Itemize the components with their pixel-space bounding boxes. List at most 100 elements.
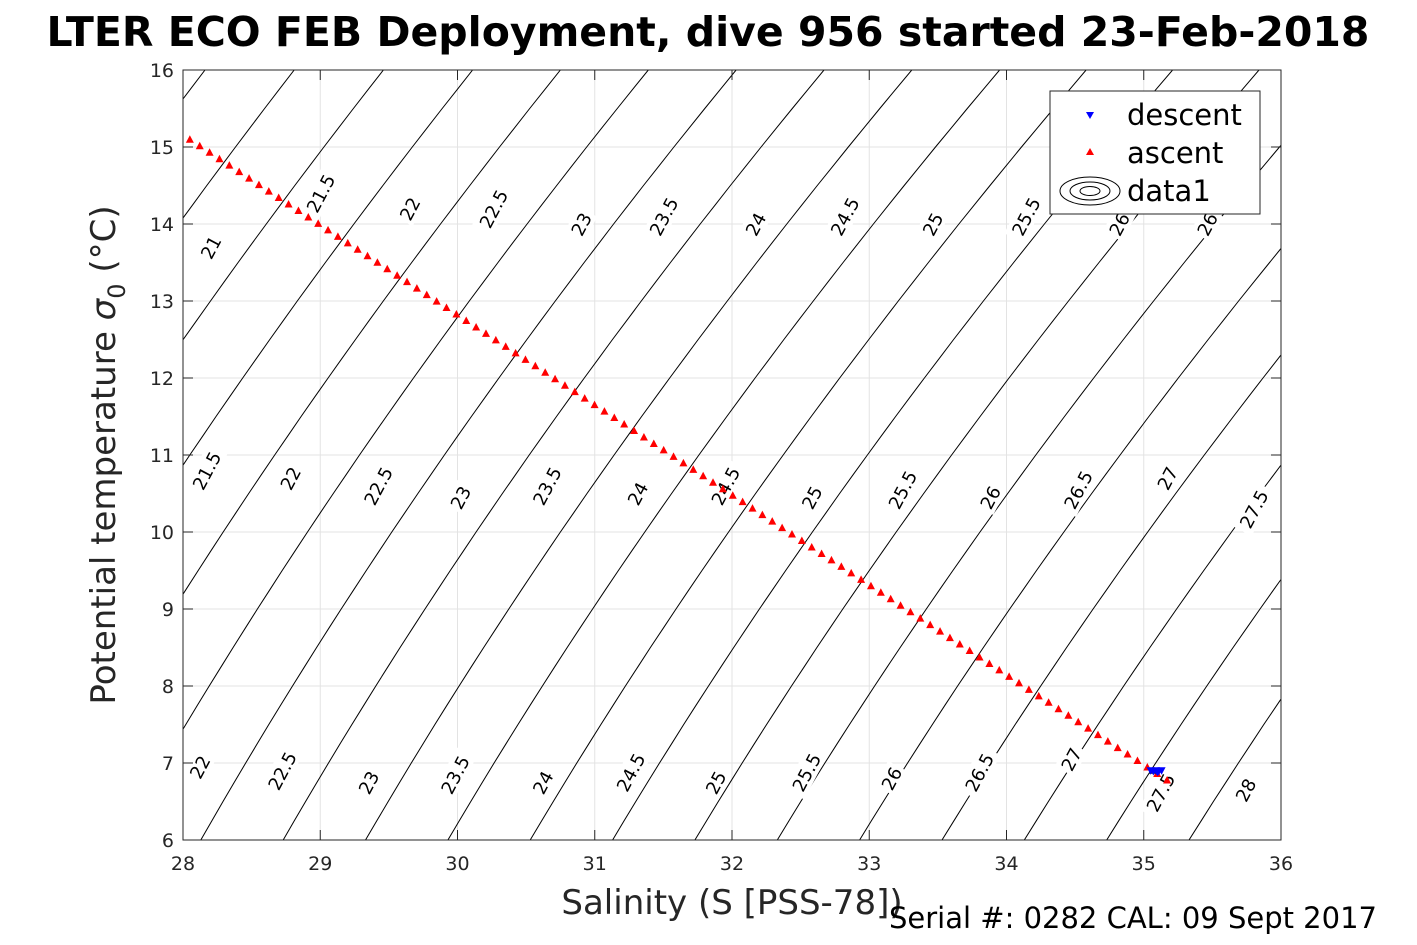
contour-label: 25 <box>795 479 828 515</box>
ascent-point <box>728 491 737 499</box>
contour-label: 21.5 <box>184 443 228 498</box>
contour-label-bg <box>739 206 772 242</box>
contour-line <box>183 70 649 731</box>
x-tick-label: 36 <box>1269 853 1293 875</box>
legend-descent-label: descent <box>1127 98 1242 132</box>
serial-cal-text: Serial #: 0282 CAL: 09 Sept 2017 <box>889 901 1377 935</box>
ascent-point <box>679 458 688 467</box>
y-tick-label: 10 <box>150 522 174 544</box>
ascent-point <box>245 174 254 182</box>
contour-label-bg <box>1190 206 1224 242</box>
contour-label-bg <box>1138 765 1182 820</box>
ascent-point <box>955 640 964 648</box>
contour-label-bg <box>1229 772 1262 808</box>
y-tick-label: 11 <box>150 445 174 467</box>
ascent-point <box>758 510 767 519</box>
contour-label: 22.5 <box>356 458 400 514</box>
contour-label-text: 26 <box>878 764 907 794</box>
contour-label: 25 <box>916 206 949 242</box>
ascent-point <box>531 361 540 370</box>
ascent-point <box>807 542 816 551</box>
contour-line <box>1023 464 1281 840</box>
contour-label: 23 <box>352 764 385 800</box>
x-tick-label: 35 <box>1132 853 1156 875</box>
contour-label: 25 <box>699 764 732 800</box>
contour-label-text: 26 <box>977 483 1006 513</box>
contour-label: 22 <box>183 749 216 785</box>
contour-line <box>365 70 913 840</box>
contour-label-bg <box>703 458 747 514</box>
contour-line <box>1106 578 1281 840</box>
ascent-point <box>709 478 718 486</box>
ascent-point <box>945 633 954 642</box>
contour-label-bg <box>194 229 227 265</box>
contour-label-bg <box>183 749 216 785</box>
legend-data1-label: data1 <box>1127 174 1211 208</box>
contour-label-bg <box>1056 462 1100 517</box>
contour-line <box>183 70 384 341</box>
legend-ascent-marker <box>1086 148 1094 155</box>
ascent-point <box>857 575 866 583</box>
x-tick-label: 30 <box>445 853 469 875</box>
y-tick-label: 12 <box>150 368 174 390</box>
y-tick-label: 14 <box>150 214 174 236</box>
x-tick-label: 28 <box>171 853 195 875</box>
ascent-point <box>738 497 747 506</box>
contour-label-bg <box>1232 481 1275 537</box>
y-tick-label: 9 <box>162 599 174 621</box>
ascent-point <box>472 322 481 331</box>
contour-label-text: 23 <box>355 768 384 798</box>
contour-label: 27.5 <box>1232 481 1275 537</box>
ascent-point <box>797 536 806 545</box>
ascent-point <box>304 212 313 221</box>
ascent-point <box>718 484 727 493</box>
contour-label-bg <box>699 764 732 800</box>
y-tick-label: 15 <box>150 137 174 159</box>
contour-label: 24 <box>526 764 559 800</box>
contour-label-bg <box>874 760 908 796</box>
ascent-point <box>363 251 372 260</box>
contour-label-bg <box>356 458 400 514</box>
contour-label-bg <box>1054 741 1088 777</box>
descent-series <box>1146 767 1166 777</box>
ascent-point <box>1054 704 1063 713</box>
contour-label-text: 25 <box>798 483 827 513</box>
y-tick-label: 6 <box>162 830 174 852</box>
contour-label-bg <box>880 462 924 517</box>
contour-label: 25.5 <box>784 744 828 800</box>
ascent-point <box>511 348 520 357</box>
x-tick-label: 31 <box>583 853 607 875</box>
y-tick-label: 7 <box>162 753 174 775</box>
contour-label-text: 28 <box>1232 776 1261 806</box>
legend-contour-icon <box>1059 176 1121 206</box>
contour-label-bg <box>957 744 1001 800</box>
ascent-point <box>817 549 826 557</box>
contour-label-text: 27 <box>1058 745 1087 775</box>
ascent-point <box>620 420 629 428</box>
x-tick-label: 32 <box>720 853 744 875</box>
contour-label-bg <box>916 206 949 242</box>
ascent-point <box>1123 750 1132 758</box>
legend-ascent-label: ascent <box>1127 136 1223 170</box>
contour-label-text: 23 <box>568 210 597 240</box>
ascent-point <box>787 530 796 538</box>
grid-lines <box>182 69 1282 841</box>
contour-label-text: 21 <box>197 233 226 263</box>
contour-labels: 21 21.5 22 22.5 23 23.5 24 24.5 25 25.5 26 26 21.5 22… <box>183 165 1275 820</box>
y-tick-label: 8 <box>162 676 174 698</box>
ascent-point <box>294 206 303 214</box>
ascent-point <box>373 258 382 266</box>
ascent-point <box>541 368 550 376</box>
x-tick-label: 33 <box>857 853 881 875</box>
chart-title: LTER ECO FEB Deployment, dive 956 starte… <box>47 8 1370 56</box>
contour-label-bg <box>443 479 477 515</box>
ascent-point <box>314 219 323 227</box>
y-axis-ticks: 6 7 8 9 10 11 12 13 14 15 16 <box>150 60 1281 852</box>
ascent-point <box>630 426 639 434</box>
contour-label-bg <box>784 744 828 800</box>
contour-label-bg <box>795 479 828 515</box>
y-tick-label: 16 <box>150 60 174 82</box>
ascent-point <box>837 562 846 570</box>
contour-label: 22.5 <box>471 181 515 236</box>
